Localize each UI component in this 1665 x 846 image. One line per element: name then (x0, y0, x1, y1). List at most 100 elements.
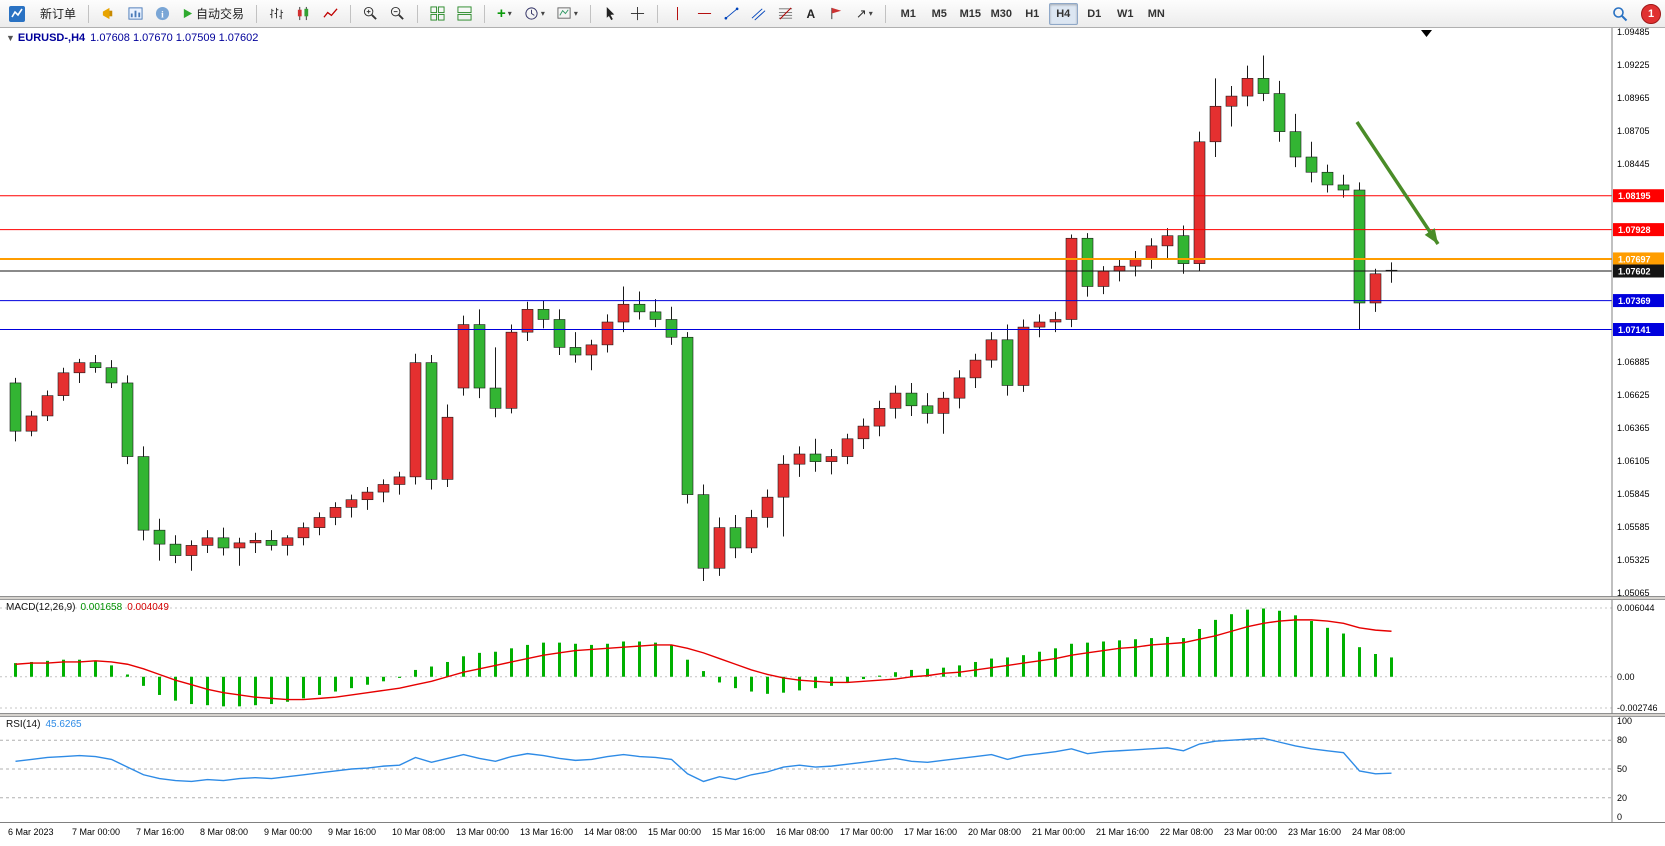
tile-windows-icon[interactable] (425, 3, 450, 25)
horizontal-line-icon[interactable] (692, 3, 717, 25)
auto-trading-label: 自动交易 (196, 7, 245, 21)
vertical-line-icon[interactable] (665, 3, 690, 25)
price-chart[interactable]: 1.09485 1.09225 1.08965 1.08705 1.08445 1.068… (0, 28, 1665, 597)
main-chart-panel[interactable]: 1.09485 1.09225 1.08965 1.08705 1.08445 1.068… (0, 28, 1665, 597)
candle-body (89, 362, 102, 369)
chart-window-icon[interactable] (123, 3, 148, 25)
auto-trading-button[interactable]: 自动交易 (177, 3, 249, 25)
line-chart-icon[interactable] (318, 3, 343, 25)
candle-body (1337, 184, 1350, 191)
macd-signal-line (15, 619, 1392, 701)
candle-body (1065, 237, 1078, 320)
price-axis-label: 1.06105 (1617, 456, 1650, 466)
fibonacci-icon[interactable] (773, 3, 798, 25)
panel-splitter[interactable] (0, 597, 1665, 600)
trend-arrow[interactable] (1355, 121, 1440, 245)
rsi-line (15, 737, 1392, 783)
rsi-chart[interactable]: 100 80 50 20 0 (0, 717, 1665, 822)
rsi-panel[interactable]: 100 80 50 20 0 (0, 717, 1665, 822)
time-axis-label: 20 Mar 08:00 (968, 827, 1022, 837)
candle-body (841, 438, 854, 457)
price-axis-label: 1.09225 (1617, 60, 1650, 70)
search-icon[interactable] (1607, 3, 1633, 25)
text-icon[interactable]: A (806, 6, 816, 21)
new-order-button[interactable]: 新订单 (32, 3, 81, 25)
candle-body (1049, 319, 1062, 323)
candle-body (281, 537, 294, 546)
candle-body (105, 367, 118, 384)
candle-body (1097, 270, 1110, 287)
zoom-in-icon[interactable] (358, 3, 383, 25)
price-tag-label: 1.07369 (1618, 296, 1651, 306)
candle-body (121, 382, 134, 457)
price-axis-label: 1.06365 (1617, 423, 1650, 433)
time-axis-label: 22 Mar 08:00 (1160, 827, 1214, 837)
toolbar-separator (589, 4, 591, 23)
chart-collapse-icon[interactable]: ▼ (6, 33, 15, 43)
candle-body (265, 540, 278, 546)
time-axis-label: 13 Mar 16:00 (520, 827, 574, 837)
candle-body (1081, 237, 1094, 287)
label-icon[interactable] (824, 3, 849, 25)
time-axis-label: 10 Mar 08:00 (392, 827, 446, 837)
time-axis-label: 16 Mar 08:00 (776, 827, 830, 837)
time-axis-label: 9 Mar 00:00 (264, 827, 313, 837)
panel-splitter[interactable] (0, 714, 1665, 717)
arrow-tool-icon[interactable]: ↗ ▾ (855, 5, 873, 21)
toolbar-separator (884, 4, 886, 23)
candle-body (25, 415, 38, 432)
periods-icon[interactable]: ▾ (519, 3, 550, 25)
candle-body (921, 405, 934, 414)
cursor-icon[interactable] (598, 3, 623, 25)
toolbar-separator (256, 4, 258, 23)
timeframe-D1[interactable]: D1 (1087, 7, 1102, 20)
candlestick-icon[interactable] (291, 3, 316, 25)
candle-body (201, 537, 214, 546)
candle-body (329, 507, 342, 518)
timeframe-M15[interactable]: M15 (959, 7, 981, 20)
timeframe-H4[interactable]: H4 (1048, 2, 1078, 25)
candle-body (809, 453, 822, 462)
timeframe-group: M1 M5 M15 M30 H1 H4 D1 W1 MN (893, 2, 1172, 25)
templates-icon[interactable]: ▾ (552, 3, 583, 25)
zoom-out-icon[interactable] (385, 3, 410, 25)
timeframe-H1[interactable]: H1 (1025, 7, 1040, 20)
info-icon[interactable]: i (150, 3, 175, 25)
add-indicator-icon[interactable]: + ▾ (497, 5, 512, 22)
candle-body (889, 392, 902, 409)
timeframe-MN[interactable]: MN (1147, 7, 1165, 20)
candle-body (553, 319, 566, 348)
candle-body (393, 476, 406, 485)
candle-body (409, 362, 422, 478)
price-tag-label: 1.07928 (1618, 225, 1651, 235)
time-axis-label: 8 Mar 08:00 (200, 827, 249, 837)
chart-shift-marker[interactable] (1421, 30, 1432, 37)
timeframe-M30[interactable]: M30 (990, 7, 1012, 20)
announcement-icon[interactable] (96, 3, 121, 25)
macd-chart[interactable]: 0.006044 0.00 -0.002746 (0, 600, 1665, 714)
chart-ohlc-values: 1.07608 1.07670 1.07509 1.07602 (90, 32, 259, 44)
chevron-down-icon: ▾ (540, 9, 545, 18)
price-tag (1613, 189, 1664, 203)
macd-axis-label: -0.002746 (1617, 703, 1658, 713)
tile-horizontal-icon[interactable] (452, 3, 477, 25)
candle-body (617, 303, 630, 323)
notification-badge[interactable]: 1 (1641, 3, 1661, 24)
crosshair-icon[interactable] (625, 3, 650, 25)
candle-body (569, 347, 582, 356)
time-axis[interactable]: 6 Mar 2023 7 Mar 00:00 7 Mar 16:00 8 Mar 08… (0, 822, 1665, 846)
trendline-icon[interactable] (719, 3, 744, 25)
timeframe-W1[interactable]: W1 (1117, 7, 1134, 20)
channel-icon[interactable] (746, 3, 771, 25)
toolbar: 新订单 i 自动交易 (0, 0, 1665, 28)
toolbar-separator (88, 4, 90, 23)
timeframe-M5[interactable]: M5 (931, 7, 947, 20)
macd-panel[interactable]: 0.006044 0.00 -0.002746 (0, 600, 1665, 714)
candle-body (185, 545, 198, 556)
bar-chart-icon[interactable] (264, 3, 289, 25)
candle-body (969, 359, 982, 379)
time-axis-label: 6 Mar 2023 (8, 827, 54, 837)
chart-title: ▼ EURUSD-,H4 1.07608 1.07670 1.07509 1.076… (6, 32, 258, 44)
price-tag-label: 1.07141 (1618, 325, 1651, 335)
timeframe-M1[interactable]: M1 (900, 7, 916, 20)
